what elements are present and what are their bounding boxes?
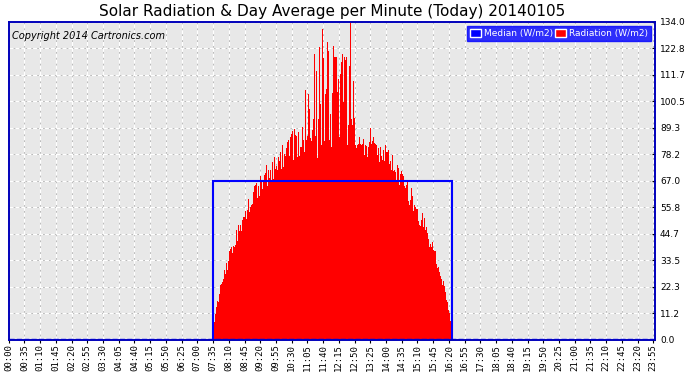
Legend: Median (W/m2), Radiation (W/m2): Median (W/m2), Radiation (W/m2) [467,26,651,40]
Title: Solar Radiation & Day Average per Minute (Today) 20140105: Solar Radiation & Day Average per Minute… [99,4,565,19]
Bar [213,181,453,340]
Text: Copyright 2014 Cartronics.com: Copyright 2014 Cartronics.com [12,31,165,41]
